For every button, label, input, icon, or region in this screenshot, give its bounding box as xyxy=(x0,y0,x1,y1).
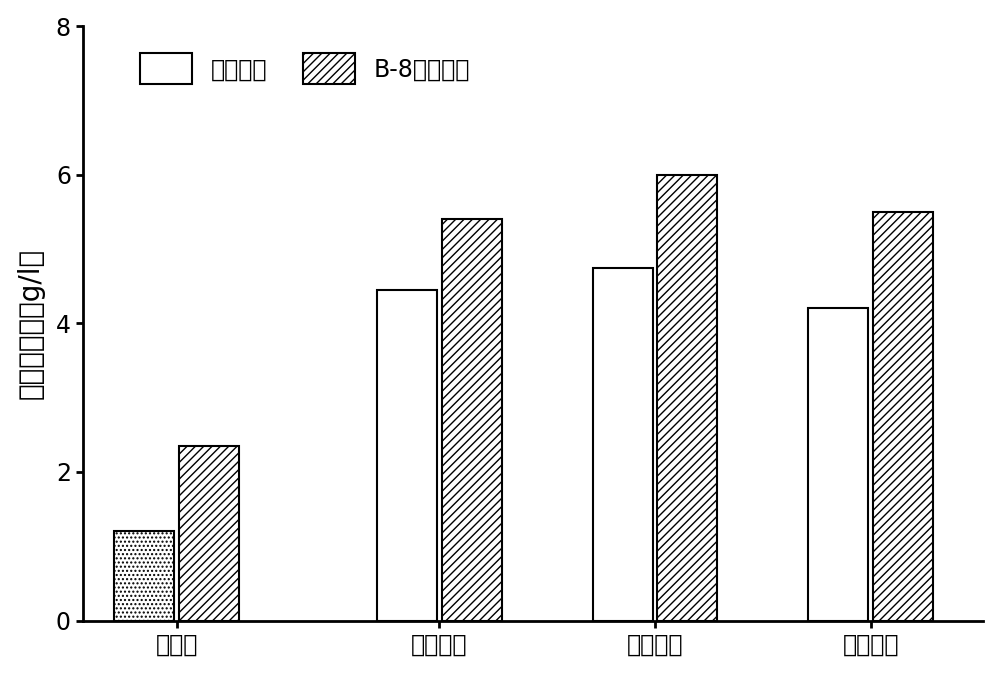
Y-axis label: 还原糖浓度（g/l）: 还原糖浓度（g/l） xyxy=(17,248,45,399)
Bar xyxy=(179,446,239,621)
Bar xyxy=(593,268,653,621)
Bar xyxy=(657,175,717,621)
Bar xyxy=(808,308,868,621)
Bar xyxy=(442,219,502,621)
Bar xyxy=(377,290,437,621)
Legend: 氨法处理, B-8强化处理: 氨法处理, B-8强化处理 xyxy=(131,44,479,93)
Bar xyxy=(873,212,933,621)
Bar xyxy=(114,532,174,621)
